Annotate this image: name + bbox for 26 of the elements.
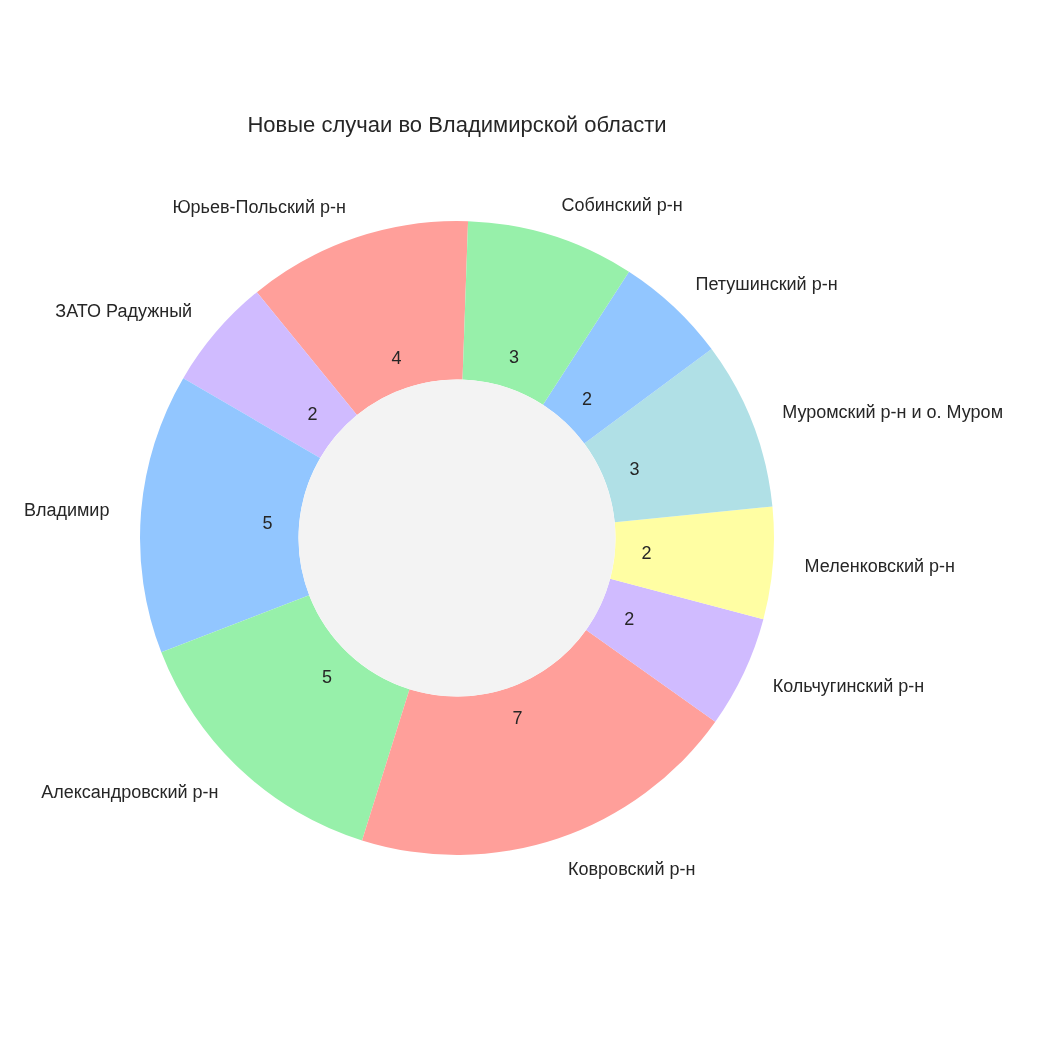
donut-slice — [140, 378, 321, 653]
slice-label: Ковровский р-н — [568, 858, 696, 879]
slice-label: Муромский р-н и о. Муром — [782, 402, 1004, 423]
chart-title: Новые случаи во Владимирской области — [247, 112, 667, 137]
data-label: 2 — [307, 404, 318, 425]
data-label: 5 — [262, 512, 273, 533]
data-label: 2 — [582, 389, 593, 410]
data-label: 3 — [629, 459, 640, 480]
slice-label: Александровский р-н — [41, 782, 219, 803]
data-label: 2 — [624, 608, 635, 629]
data-label: 5 — [321, 666, 332, 687]
donut-slice — [586, 578, 764, 722]
data-label: 3 — [508, 346, 519, 367]
donut-slice — [462, 221, 629, 405]
slice-label: Петушинский р-н — [695, 273, 838, 294]
slice-label: Меленковский р-н — [804, 555, 956, 576]
data-label: 2 — [641, 543, 652, 564]
slice-label: Юрьев-Польский р-н — [172, 197, 346, 218]
slice-label: Собинский р-н — [561, 195, 683, 216]
data-label: 4 — [391, 347, 402, 368]
slice-label: Кольчугинский р-н — [772, 676, 925, 697]
data-label: 7 — [512, 708, 523, 729]
slice-label: ЗАТО Радужный — [55, 301, 193, 322]
donut-slice — [362, 629, 716, 855]
donut-slice — [584, 349, 773, 523]
slice-label: Владимир — [23, 500, 110, 521]
